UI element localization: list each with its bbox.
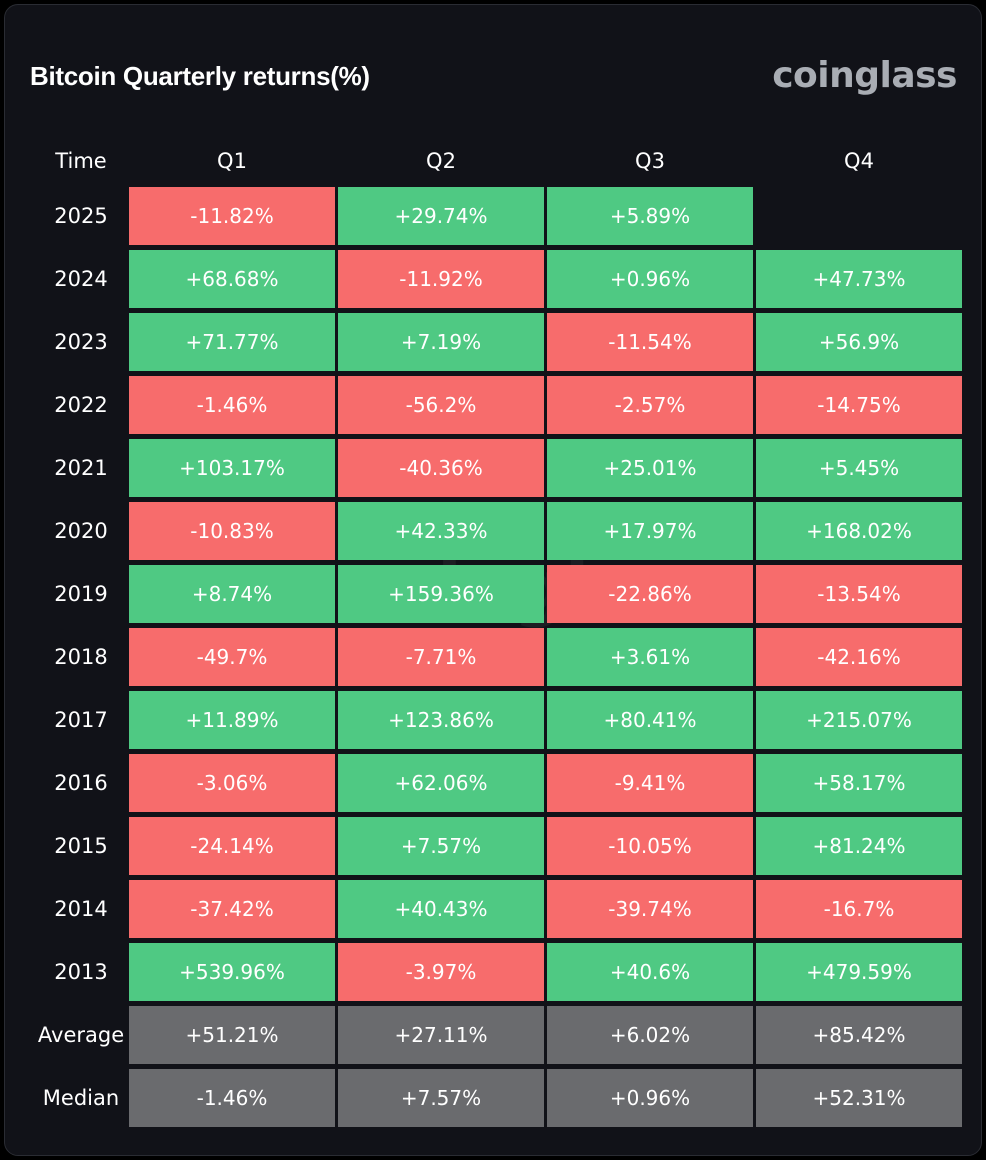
row-label: Average [37,1023,125,1047]
row-label: 2023 [54,330,108,354]
return-cell: +56.9% [756,313,962,371]
return-cell: +159.36% [338,565,544,623]
return-cell: -22.86% [547,565,753,623]
return-cell: -56.2% [338,376,544,434]
row-label: 2016 [54,771,108,795]
return-cell: +81.24% [756,817,962,875]
return-cell: +40.43% [338,880,544,938]
return-cell: -1.46% [129,376,335,434]
return-cell: -11.92% [338,250,544,308]
row-label: 2018 [54,645,108,669]
row-label: 2024 [54,267,108,291]
row-label: 2021 [54,456,108,480]
return-cell: +7.57% [338,817,544,875]
summary-cell: +51.21% [129,1006,335,1064]
row-label: 2022 [54,393,108,417]
summary-cell: +52.31% [756,1069,962,1127]
return-cell: +103.17% [129,439,335,497]
summary-cell: +27.11% [338,1006,544,1064]
chart-title: Bitcoin Quarterly returns(%) [30,61,370,91]
return-cell: +40.6% [547,943,753,1001]
row-label: 2013 [54,960,108,984]
summary-cell: -1.46% [129,1069,335,1127]
return-cell: +62.06% [338,754,544,812]
return-cell: +5.45% [756,439,962,497]
row-label: 2020 [54,519,108,543]
return-cell: +80.41% [547,691,753,749]
return-cell: -7.71% [338,628,544,686]
return-cell: +29.74% [338,187,544,245]
return-cell: +71.77% [129,313,335,371]
header-q4: Q4 [844,149,874,173]
return-cell: -2.57% [547,376,753,434]
return-cell: +11.89% [129,691,335,749]
return-cell: +0.96% [547,250,753,308]
summary-cell: +7.57% [338,1069,544,1127]
return-cell: +123.86% [338,691,544,749]
return-cell: +168.02% [756,502,962,560]
return-cell: -16.7% [756,880,962,938]
return-cell: -11.54% [547,313,753,371]
return-cell: -10.05% [547,817,753,875]
return-cell: -37.42% [129,880,335,938]
row-label: 2025 [54,204,108,228]
return-cell: +58.17% [756,754,962,812]
return-cell: -3.97% [338,943,544,1001]
row-label: Median [42,1086,120,1110]
return-cell: +479.59% [756,943,962,1001]
return-cell: -11.82% [129,187,335,245]
summary-cell: +0.96% [547,1069,753,1127]
return-cell: -49.7% [129,628,335,686]
brand-logo: coinglass [772,55,957,96]
return-cell: -24.14% [129,817,335,875]
chart-panel: Bitcoin Quarterly returns(%) coinglass c… [4,4,982,1156]
return-cell: +215.07% [756,691,962,749]
return-cell: -14.75% [756,376,962,434]
return-cell: -13.54% [756,565,962,623]
return-cell: +42.33% [338,502,544,560]
return-cell: -40.36% [338,439,544,497]
return-cell: +7.19% [338,313,544,371]
header-q3: Q3 [635,149,665,173]
return-cell: -39.74% [547,880,753,938]
header-time: Time [55,149,107,173]
return-cell: +47.73% [756,250,962,308]
return-cell: +3.61% [547,628,753,686]
return-cell: +8.74% [129,565,335,623]
return-cell: -3.06% [129,754,335,812]
summary-cell: +85.42% [756,1006,962,1064]
summary-cell: +6.02% [547,1006,753,1064]
return-cell: -9.41% [547,754,753,812]
row-label: 2017 [54,708,108,732]
return-cell: +5.89% [547,187,753,245]
row-label: 2015 [54,834,108,858]
return-cell: -10.83% [129,502,335,560]
row-label: 2014 [54,897,108,921]
header-q1: Q1 [217,149,247,173]
return-cell: +68.68% [129,250,335,308]
row-label: 2019 [54,582,108,606]
return-cell: +17.97% [547,502,753,560]
return-cell: +539.96% [129,943,335,1001]
return-cell: -42.16% [756,628,962,686]
return-cell: +25.01% [547,439,753,497]
header-q2: Q2 [426,149,456,173]
